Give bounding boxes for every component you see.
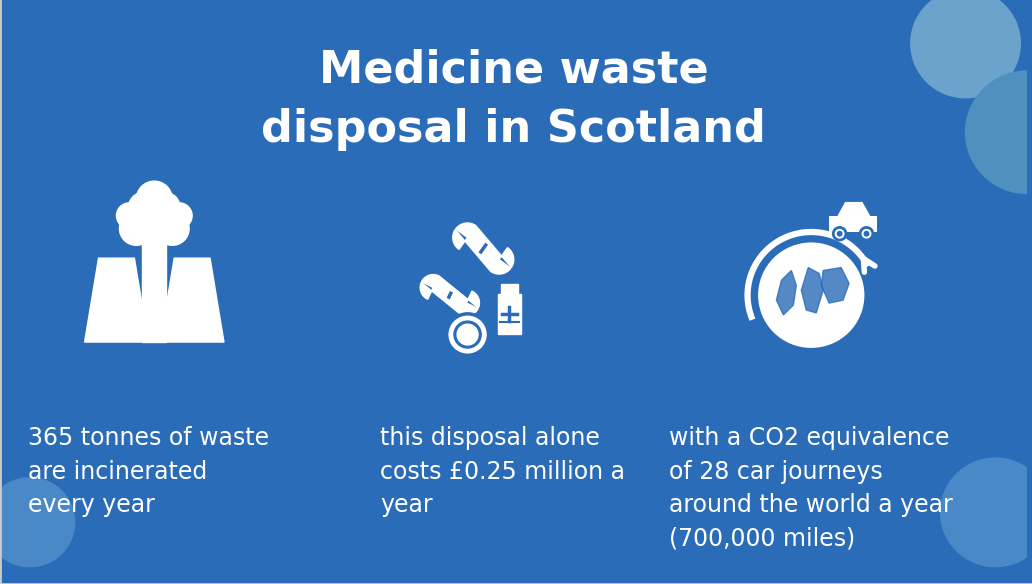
Polygon shape (85, 258, 149, 342)
Circle shape (0, 478, 74, 566)
Circle shape (128, 192, 160, 224)
Circle shape (454, 321, 481, 348)
Text: disposal in Scotland: disposal in Scotland (261, 107, 766, 151)
Circle shape (837, 231, 842, 237)
Polygon shape (821, 267, 849, 303)
Bar (142, 238, 166, 342)
Circle shape (149, 192, 181, 224)
Polygon shape (422, 274, 480, 308)
Text: Medicine waste: Medicine waste (319, 48, 708, 91)
Circle shape (833, 227, 846, 240)
Circle shape (117, 203, 142, 228)
Text: 365 tonnes of waste
are incinerated
every year: 365 tonnes of waste are incinerated ever… (28, 426, 269, 517)
Circle shape (940, 458, 1032, 566)
Text: this disposal alone
costs £0.25 million a
year: this disposal alone costs £0.25 million … (380, 426, 625, 517)
Polygon shape (420, 283, 478, 316)
Bar (501, 284, 518, 294)
Circle shape (447, 314, 488, 355)
Bar (829, 216, 877, 232)
Text: with a CO2 equivalence
of 28 car journeys
around the world a year
(700,000 miles: with a CO2 equivalence of 28 car journey… (669, 426, 953, 551)
Polygon shape (801, 267, 824, 313)
Polygon shape (160, 258, 224, 342)
Circle shape (136, 181, 172, 217)
Polygon shape (776, 270, 797, 315)
Polygon shape (456, 223, 514, 267)
Circle shape (864, 231, 870, 237)
Circle shape (155, 212, 189, 245)
Circle shape (911, 0, 1021, 98)
Circle shape (966, 71, 1032, 193)
Polygon shape (838, 203, 870, 216)
Circle shape (132, 199, 176, 242)
Circle shape (457, 324, 478, 345)
Polygon shape (453, 230, 511, 274)
Circle shape (120, 212, 154, 245)
Circle shape (860, 227, 873, 240)
Circle shape (760, 244, 863, 346)
Circle shape (166, 203, 192, 228)
Bar (497, 294, 521, 333)
